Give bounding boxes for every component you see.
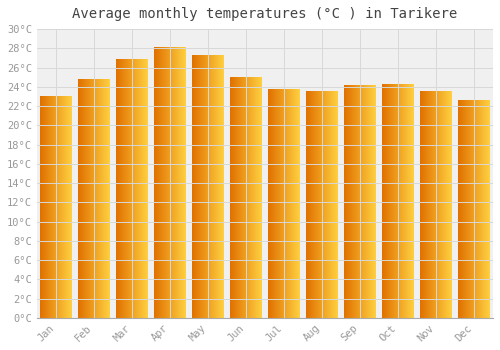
Title: Average monthly temperatures (°C ) in Tarikere: Average monthly temperatures (°C ) in Ta… <box>72 7 458 21</box>
